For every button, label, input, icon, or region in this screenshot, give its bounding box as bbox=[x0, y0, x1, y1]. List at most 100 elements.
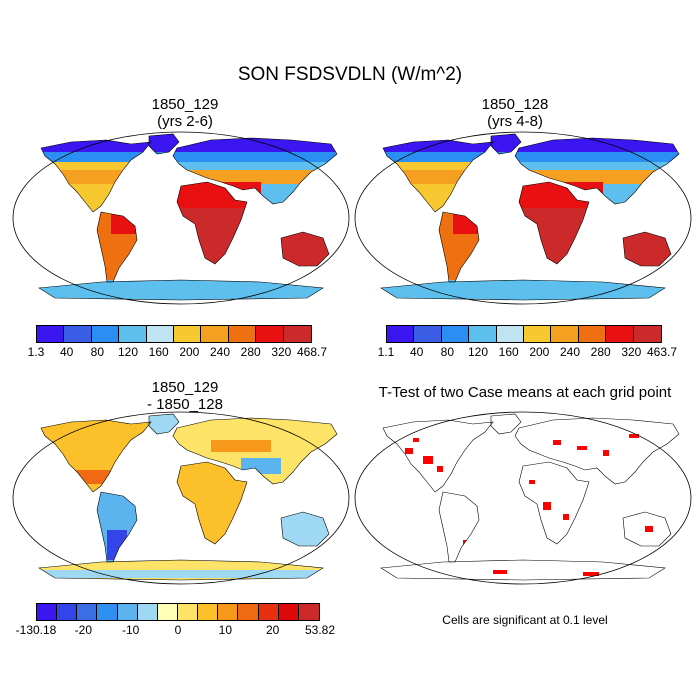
significant-cell bbox=[645, 526, 653, 532]
continent-greenland bbox=[491, 414, 521, 434]
panel-4-title-line1: T-Test of two Case means at each grid po… bbox=[378, 384, 672, 401]
colorbar-tick-label: 320 bbox=[271, 345, 292, 359]
panel-1-title-line2: (yrs 2-6) bbox=[157, 113, 213, 130]
colorbar-tick-label: 20 bbox=[265, 623, 280, 637]
antarctic-band bbox=[39, 280, 337, 300]
colorbar-tick-label: 80 bbox=[440, 345, 455, 359]
colorbar-swatch bbox=[173, 326, 202, 342]
colorbar-swatch bbox=[77, 604, 98, 620]
panel-2-colorbar-boxes bbox=[386, 325, 662, 343]
colorbar-swatch bbox=[177, 604, 199, 620]
panel-4-title: T-Test of two Case means at each grid po… bbox=[350, 384, 700, 401]
colorbar-swatch bbox=[117, 604, 138, 620]
colorbar-swatch bbox=[201, 326, 229, 342]
colorbar-swatch bbox=[469, 326, 497, 342]
coastline-antarctica bbox=[380, 559, 666, 581]
continent-greenland bbox=[149, 414, 179, 434]
coastline-samerica bbox=[96, 211, 138, 283]
colorbar-swatch bbox=[633, 326, 661, 342]
panel-2-map bbox=[353, 130, 693, 306]
anomaly-patch bbox=[211, 440, 271, 452]
map-border bbox=[354, 411, 692, 585]
map-border bbox=[12, 411, 350, 585]
significant-cell bbox=[493, 570, 507, 574]
significant-cell bbox=[437, 466, 443, 472]
continent-africa bbox=[519, 462, 589, 544]
continent-australia bbox=[281, 512, 329, 546]
coastline-australia bbox=[280, 511, 330, 547]
panel-1-map-svg bbox=[12, 131, 350, 305]
coastline-namerica bbox=[40, 419, 152, 493]
coastline-greenland bbox=[148, 133, 180, 155]
panel-2-title-line1: 1850_128 bbox=[481, 96, 549, 113]
colorbar-tick-label: 320 bbox=[621, 345, 642, 359]
colorbar-tick-label: 120 bbox=[467, 345, 489, 359]
continent-africa bbox=[177, 462, 247, 544]
colorbar-tick-label: 0 bbox=[174, 623, 182, 637]
colorbar-swatch bbox=[278, 604, 299, 620]
colorbar-swatch bbox=[283, 326, 311, 342]
panel-1-title-line1: 1850_129 bbox=[151, 96, 219, 113]
panel-2-title: 1850_128 (yrs 4-8) bbox=[350, 96, 680, 130]
subpolar-band bbox=[381, 152, 679, 162]
significant-cell bbox=[529, 480, 535, 484]
significant-cell bbox=[543, 502, 551, 510]
panel-3-title: 1850_129 - 1850_128 bbox=[20, 379, 350, 413]
panel-3-title-line1: 1850_129 bbox=[151, 379, 219, 396]
colorbar-tick-label: 240 bbox=[209, 345, 231, 359]
coastline-eurasia bbox=[172, 417, 338, 485]
panel-4-map-svg bbox=[354, 411, 692, 585]
colorbar-tick-label: 40 bbox=[409, 345, 424, 359]
colorbar-tick-label: 160 bbox=[498, 345, 519, 359]
colorbar-swatch bbox=[146, 326, 174, 342]
anomaly-patch bbox=[39, 570, 337, 578]
significant-cell bbox=[577, 446, 587, 450]
coastline-eurasia bbox=[514, 417, 680, 485]
colorbar-tick-label: 80 bbox=[90, 345, 105, 359]
colorbar-tick-label: 280 bbox=[240, 345, 261, 359]
panel-3-colorbar-boxes bbox=[36, 603, 320, 621]
colorbar-swatch bbox=[256, 326, 284, 342]
significant-cell bbox=[629, 434, 639, 438]
colorbar-swatch bbox=[298, 604, 319, 620]
figure-title: SON FSDSVDLN (W/m^2) bbox=[237, 64, 463, 85]
coastline-antarctica bbox=[380, 279, 666, 301]
panel-2-title-line2: (yrs 4-8) bbox=[487, 113, 543, 130]
anomaly-patch bbox=[107, 530, 127, 560]
colorbar-swatch bbox=[414, 326, 442, 342]
panel-3-map-svg bbox=[12, 411, 350, 585]
significant-cell bbox=[405, 448, 413, 454]
coastline-africa bbox=[176, 461, 248, 545]
colorbar-swatch bbox=[523, 326, 552, 342]
coastline-australia bbox=[622, 511, 672, 547]
colorbar-swatch bbox=[578, 326, 607, 342]
colorbar-swatch bbox=[198, 604, 219, 620]
anomaly-patch bbox=[241, 458, 281, 474]
colorbar-tick-label: 10 bbox=[218, 623, 233, 637]
panel-2-map-svg bbox=[354, 131, 692, 305]
midlat-band bbox=[381, 170, 679, 184]
colorbar-swatch bbox=[496, 326, 524, 342]
significant-cell bbox=[413, 438, 419, 442]
panel-4-map bbox=[353, 410, 693, 586]
continent-antarctica bbox=[381, 560, 665, 580]
significant-cell bbox=[583, 572, 599, 576]
colorbar-tick-label: -10 bbox=[121, 623, 140, 637]
continent-namerica bbox=[383, 420, 493, 492]
coastline-australia bbox=[280, 231, 330, 267]
coastline-africa bbox=[176, 181, 248, 265]
colorbar-swatch bbox=[57, 604, 78, 620]
colorbar-tick-label: 280 bbox=[590, 345, 611, 359]
colorbar-swatch bbox=[157, 604, 178, 620]
coastline-eurasia bbox=[514, 137, 680, 205]
colorbar-tick-label: 200 bbox=[529, 345, 550, 359]
map-border bbox=[354, 131, 692, 305]
coastline-australia bbox=[622, 231, 672, 267]
continent-australia bbox=[281, 232, 329, 266]
colorbar-tick-label: 240 bbox=[559, 345, 581, 359]
colorbar-tick-label: 200 bbox=[179, 345, 200, 359]
colorbar-swatch bbox=[441, 326, 470, 342]
colorbar-swatch bbox=[119, 326, 147, 342]
continent-namerica bbox=[41, 420, 151, 492]
subpolar-band bbox=[39, 152, 337, 162]
